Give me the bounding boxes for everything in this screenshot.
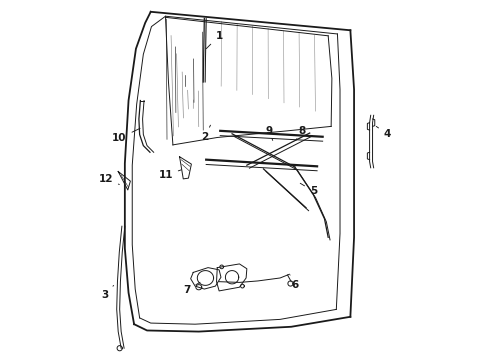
Text: 5: 5 — [300, 183, 317, 196]
Text: 10: 10 — [112, 128, 140, 143]
Text: 3: 3 — [101, 285, 114, 300]
Text: 8: 8 — [295, 126, 306, 140]
Text: 2: 2 — [201, 125, 211, 143]
Text: 9: 9 — [266, 126, 273, 140]
Text: 1: 1 — [206, 31, 223, 49]
Text: 7: 7 — [183, 282, 200, 295]
Text: 6: 6 — [290, 275, 298, 291]
Text: 12: 12 — [98, 174, 120, 184]
Text: 11: 11 — [158, 170, 181, 180]
Text: 4: 4 — [376, 126, 391, 139]
